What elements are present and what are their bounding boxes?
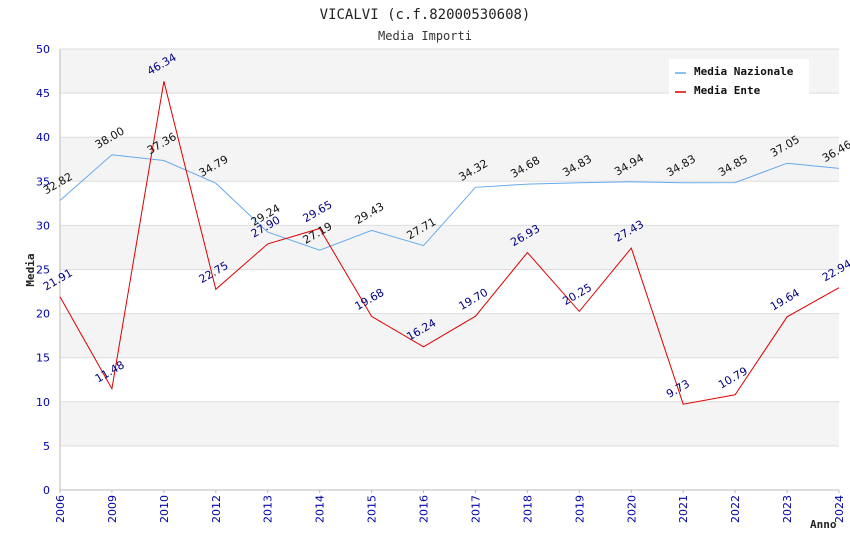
x-tick-label: 2024 — [833, 495, 846, 523]
x-tick-label: 2014 — [314, 495, 327, 523]
chart-title: VICALVI (c.f.82000530608) — [320, 7, 531, 23]
chart-subtitle: Media Importi — [378, 29, 472, 43]
y-axis-label: Media — [24, 253, 37, 286]
plot-band — [60, 137, 839, 182]
x-tick-label: 2016 — [418, 495, 431, 523]
axes — [59, 49, 839, 491]
y-tick-label: 25 — [36, 264, 50, 277]
y-tick-label: 45 — [36, 87, 50, 100]
x-tick-label: 2010 — [158, 495, 171, 523]
x-axis-label: Anno — [810, 518, 837, 531]
y-tick-label: 40 — [36, 131, 50, 144]
plot-band — [60, 357, 839, 402]
legend: Media Nazionale Media Ente — [669, 59, 809, 97]
plot-band — [60, 225, 839, 270]
x-tick-label: 2023 — [781, 495, 794, 523]
plot-band — [60, 269, 839, 314]
x-tick-label: 2021 — [677, 495, 690, 523]
legend-box — [669, 59, 809, 97]
y-tick-label: 10 — [36, 396, 50, 409]
plot-band — [60, 445, 839, 490]
y-axis-ticks: 0 5 10 15 20 25 30 35 40 45 50 — [36, 43, 50, 497]
y-tick-label: 15 — [36, 352, 50, 365]
y-tick-label: 50 — [36, 43, 50, 56]
x-tick-label: 2019 — [573, 495, 586, 523]
x-axis-ticks: 2006 2009 2010 2012 2013 2014 2015 2016 2017 2018… — [54, 490, 846, 523]
legend-label-media-ente: Media Ente — [694, 84, 761, 97]
y-tick-label: 30 — [36, 219, 50, 232]
x-tick-label: 2006 — [54, 495, 67, 523]
x-tick-label: 2022 — [729, 495, 742, 523]
legend-label-media-nazionale: Media Nazionale — [694, 65, 794, 78]
x-tick-label: 2015 — [366, 495, 379, 523]
plot-band — [60, 401, 839, 446]
plot-background — [60, 49, 839, 490]
series-lines — [59, 81, 840, 405]
plot-band — [60, 313, 839, 358]
x-tick-label: 2009 — [106, 495, 119, 523]
x-tick-label: 2018 — [521, 495, 534, 523]
x-tick-label: 2012 — [210, 495, 223, 523]
plot-band — [60, 181, 839, 226]
y-tick-label: 5 — [43, 440, 50, 453]
x-tick-label: 2017 — [469, 495, 482, 523]
x-tick-label: 2013 — [262, 495, 275, 523]
series-line-media-nazionale — [59, 154, 840, 251]
plot-band — [60, 93, 839, 138]
series-line-media-ente — [59, 81, 840, 405]
y-tick-label: 0 — [43, 484, 50, 497]
x-tick-label: 2020 — [625, 495, 638, 523]
y-tick-label: 20 — [36, 308, 50, 321]
y-tick-label: 35 — [36, 175, 50, 188]
